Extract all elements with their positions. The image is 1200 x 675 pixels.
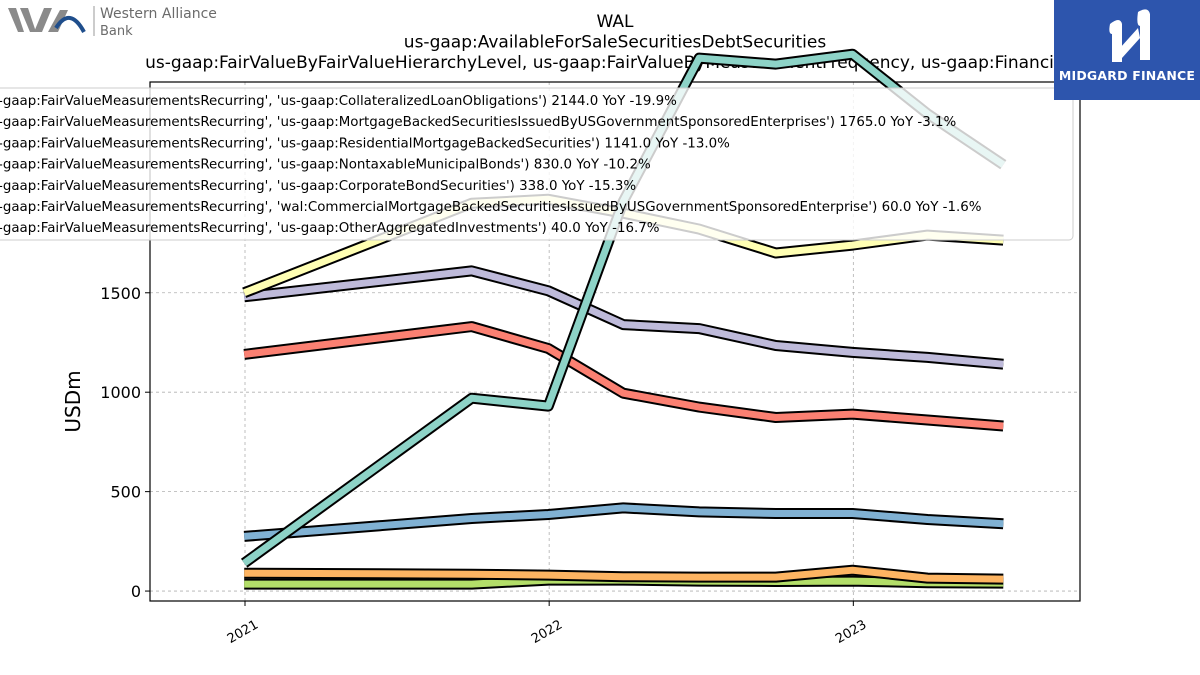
y-tick-label: 500 — [110, 483, 141, 502]
midgard-finance-name: MIDGARD FINANCE — [1058, 68, 1196, 83]
legend-entry: -gaap:FairValueMeasurementsRecurring', '… — [0, 158, 651, 173]
legend-entry: -gaap:FairValueMeasurementsRecurring', '… — [0, 115, 956, 130]
x-tick-label: 2021 — [225, 617, 261, 647]
y-axis-label: USDm — [61, 370, 85, 432]
chart-title-line: WAL — [597, 12, 635, 32]
series-line — [243, 265, 1004, 370]
legend-entry: -gaap:FairValueMeasurementsRecurring', '… — [0, 200, 982, 215]
plot-area-frame — [149, 81, 1081, 602]
series-line — [243, 502, 1004, 542]
western-alliance-bank: Bank — [100, 24, 133, 39]
chart-title-line: us-gaap:FairValueByFairValueHierarchyLev… — [145, 53, 1085, 73]
legend-entry: -gaap:FairValueMeasurementsRecurring', '… — [0, 221, 659, 236]
legend-entry: -gaap:FairValueMeasurementsRecurring', '… — [0, 179, 636, 194]
chart-legend: -gaap:FairValueMeasurementsRecurring', '… — [0, 87, 1074, 241]
chart-title-line: us-gaap:AvailableForSaleSecuritiesDebtSe… — [404, 33, 827, 53]
legend-box — [0, 87, 1074, 241]
series-outline — [243, 502, 1004, 542]
series-path — [243, 323, 1004, 430]
western-alliance-name: Western Alliance — [100, 6, 217, 22]
x-tick-label: 2023 — [833, 617, 869, 647]
legend-entry: -gaap:FairValueMeasurementsRecurring', '… — [0, 94, 677, 109]
series-path — [244, 566, 1004, 583]
y-tick-label: 1000 — [100, 383, 141, 402]
y-tick-label: 1500 — [100, 284, 141, 303]
legend-entry: -gaap:FairValueMeasurementsRecurring', '… — [0, 136, 730, 151]
x-tick-label: 2022 — [529, 617, 565, 647]
x-axis-ticks: 2021 2022 2023 — [225, 601, 869, 647]
y-axis-ticks: 0 500 1000 1500 — [100, 284, 150, 601]
western-alliance-logo: Western Alliance Bank — [4, 2, 224, 42]
midgard-finance-logo: MIDGARD FINANCE — [1054, 0, 1200, 100]
chart-title: WALus-gaap:AvailableForSaleSecuritiesDeb… — [145, 12, 1085, 73]
series-line — [243, 321, 1004, 432]
series-path — [243, 504, 1004, 540]
series-path — [243, 267, 1004, 368]
series-line — [244, 564, 1004, 585]
y-tick-label: 0 — [131, 582, 141, 601]
